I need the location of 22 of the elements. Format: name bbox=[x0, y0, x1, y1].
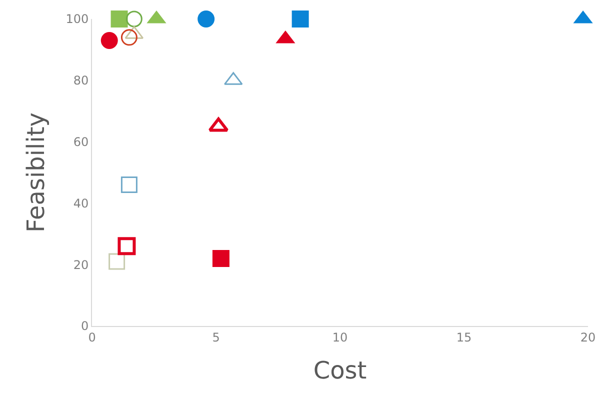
y-tick-label: 80 bbox=[73, 74, 89, 88]
y-tick-label: 40 bbox=[73, 196, 89, 210]
y-tick-label: 100 bbox=[66, 12, 89, 26]
y-tick-label: 0 bbox=[80, 319, 89, 334]
y-axis-title: Feasibility bbox=[22, 112, 50, 232]
x-axis-title: Cost bbox=[313, 356, 367, 385]
point bbox=[126, 10, 142, 28]
point bbox=[118, 237, 136, 256]
point bbox=[198, 10, 215, 28]
y-tick-label: 60 bbox=[73, 135, 89, 149]
point bbox=[100, 32, 118, 49]
y-tick-label: 20 bbox=[73, 258, 89, 272]
x-tick-label: 5 bbox=[212, 330, 220, 344]
point bbox=[212, 250, 230, 267]
point bbox=[120, 176, 138, 194]
point bbox=[108, 253, 126, 270]
point bbox=[120, 29, 138, 46]
point bbox=[292, 10, 309, 28]
x-tick-label: 15 bbox=[456, 330, 472, 344]
x-tick-label: 20 bbox=[580, 330, 596, 344]
x-tick-label: 10 bbox=[332, 330, 348, 344]
point bbox=[110, 10, 128, 28]
